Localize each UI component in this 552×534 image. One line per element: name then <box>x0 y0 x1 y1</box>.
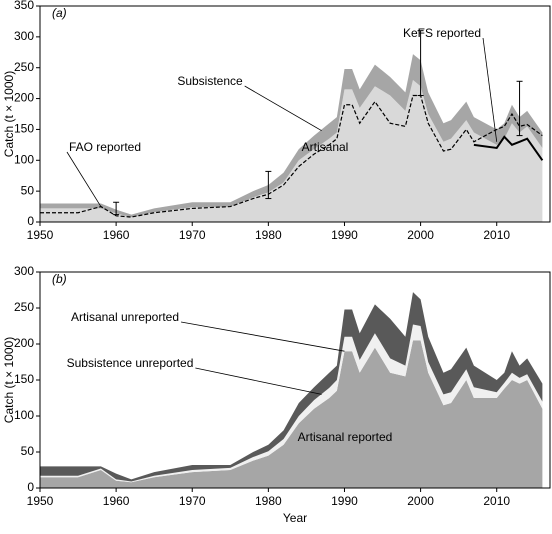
annotation-arrow <box>195 367 322 395</box>
y-tick-label: 0 <box>27 480 34 494</box>
x-tick-label: 2010 <box>483 494 510 508</box>
annotation: Subsistence <box>177 74 243 88</box>
y-tick-label: 100 <box>14 408 34 422</box>
y-tick-label: 250 <box>14 300 34 314</box>
y-tick-label: 100 <box>14 152 34 166</box>
x-tick-label: 1990 <box>331 494 358 508</box>
annotation: Subsistence unreported <box>67 356 194 370</box>
y-tick-label: 50 <box>21 183 35 197</box>
y-tick-label: 300 <box>14 264 34 278</box>
annotation: FAO reported <box>69 140 141 154</box>
annotation-arrow <box>66 151 102 207</box>
area <box>40 340 543 488</box>
annotation: Artisanal reported <box>298 430 393 444</box>
y-tick-label: 200 <box>14 336 34 350</box>
area <box>40 292 543 482</box>
annotation: KeFS reported <box>403 26 481 40</box>
annotation: Artisanal unreported <box>71 310 179 324</box>
line <box>473 135 544 161</box>
area <box>40 54 543 218</box>
y-axis-label: Catch (t × 1000) <box>2 71 16 157</box>
x-tick-label: 1970 <box>179 228 206 242</box>
y-tick-label: 0 <box>27 214 34 228</box>
x-tick-label: 1950 <box>27 494 54 508</box>
annotation-arrow <box>180 321 345 352</box>
plot-frame <box>39 5 551 223</box>
x-tick-label: 1960 <box>103 228 130 242</box>
x-tick-label: 1980 <box>255 494 282 508</box>
x-tick-label: 1980 <box>255 228 282 242</box>
x-tick-label: 1950 <box>27 228 54 242</box>
line <box>40 94 543 218</box>
y-tick-label: 200 <box>14 91 34 105</box>
x-tick-label: 1960 <box>103 494 130 508</box>
x-tick-label: 2010 <box>483 228 510 242</box>
y-tick-label: 150 <box>14 122 34 136</box>
x-tick-label: 1970 <box>179 494 206 508</box>
annotation: Artisanal <box>302 140 349 154</box>
y-tick-label: 350 <box>14 0 34 12</box>
y-tick-label: 250 <box>14 60 34 74</box>
annotation-arrow <box>482 37 498 142</box>
y-tick-label: 50 <box>21 444 35 458</box>
x-tick-label: 2000 <box>407 228 434 242</box>
x-tick-label: 1990 <box>331 228 358 242</box>
y-axis-label: Catch (t × 1000) <box>2 337 16 423</box>
panel-label: (b) <box>52 272 67 286</box>
annotation-arrow <box>244 85 322 132</box>
y-tick-label: 150 <box>14 372 34 386</box>
x-tick-label: 2000 <box>407 494 434 508</box>
panel-label: (a) <box>52 6 67 20</box>
y-tick-label: 300 <box>14 29 34 43</box>
x-axis-label: Year <box>283 511 307 525</box>
area <box>40 80 543 222</box>
